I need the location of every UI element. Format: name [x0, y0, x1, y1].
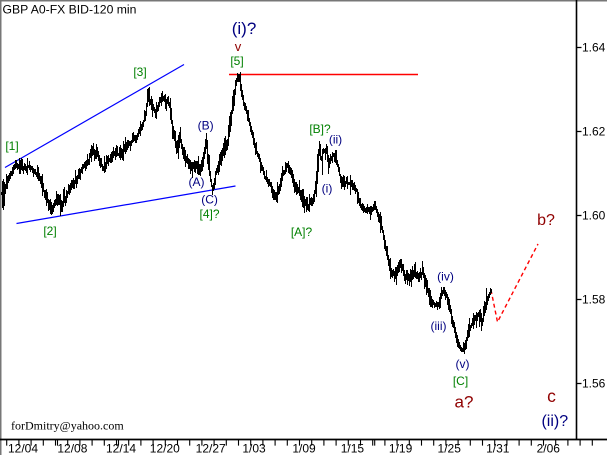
svg-text:(ii)?: (ii)? — [541, 413, 568, 430]
svg-text:(C): (C) — [201, 193, 218, 207]
svg-text:12/27: 12/27 — [196, 442, 226, 455]
svg-text:[4]?: [4]? — [199, 207, 219, 221]
svg-text:forDmitry@yahoo.com: forDmitry@yahoo.com — [11, 419, 124, 433]
svg-text:1/09: 1/09 — [292, 442, 316, 455]
svg-text:[C]: [C] — [453, 374, 468, 388]
svg-text:12/14: 12/14 — [106, 442, 136, 455]
svg-text:(iv): (iv) — [437, 270, 454, 284]
svg-text:12/08: 12/08 — [57, 442, 87, 455]
svg-text:(ii): (ii) — [329, 133, 342, 147]
svg-text:12/20: 12/20 — [150, 442, 180, 455]
svg-text:1.62: 1.62 — [582, 125, 606, 139]
svg-text:1/19: 1/19 — [389, 442, 413, 455]
svg-text:(iii): (iii) — [431, 319, 447, 333]
svg-text:[2]: [2] — [43, 224, 56, 238]
svg-text:[A]?: [A]? — [291, 225, 313, 239]
svg-text:2/06: 2/06 — [537, 442, 561, 455]
svg-text:(B): (B) — [198, 119, 214, 133]
svg-text:1.64: 1.64 — [582, 41, 606, 55]
svg-text:[1]: [1] — [5, 139, 18, 153]
svg-text:[5]: [5] — [230, 54, 243, 68]
svg-text:v: v — [235, 39, 242, 54]
svg-text:(i)?: (i)? — [232, 19, 257, 38]
svg-text:a?: a? — [455, 393, 474, 412]
svg-text:(v): (v) — [456, 357, 470, 371]
svg-text:(A): (A) — [189, 175, 205, 189]
svg-text:1/03: 1/03 — [242, 442, 266, 455]
svg-text:GBP A0-FX BID-120 min: GBP A0-FX BID-120 min — [3, 3, 137, 17]
svg-text:1.60: 1.60 — [582, 209, 606, 223]
svg-text:1/25: 1/25 — [438, 442, 462, 455]
svg-text:12/04: 12/04 — [8, 442, 38, 455]
svg-text:1/31: 1/31 — [486, 442, 510, 455]
svg-text:1/15: 1/15 — [341, 442, 365, 455]
svg-text:1.56: 1.56 — [582, 377, 606, 391]
svg-text:c: c — [547, 386, 556, 406]
svg-text:b?: b? — [537, 212, 555, 229]
svg-text:1.58: 1.58 — [582, 293, 606, 307]
svg-text:[B]?: [B]? — [309, 122, 331, 136]
svg-text:(i): (i) — [322, 182, 333, 196]
svg-text:[3]: [3] — [133, 65, 146, 79]
